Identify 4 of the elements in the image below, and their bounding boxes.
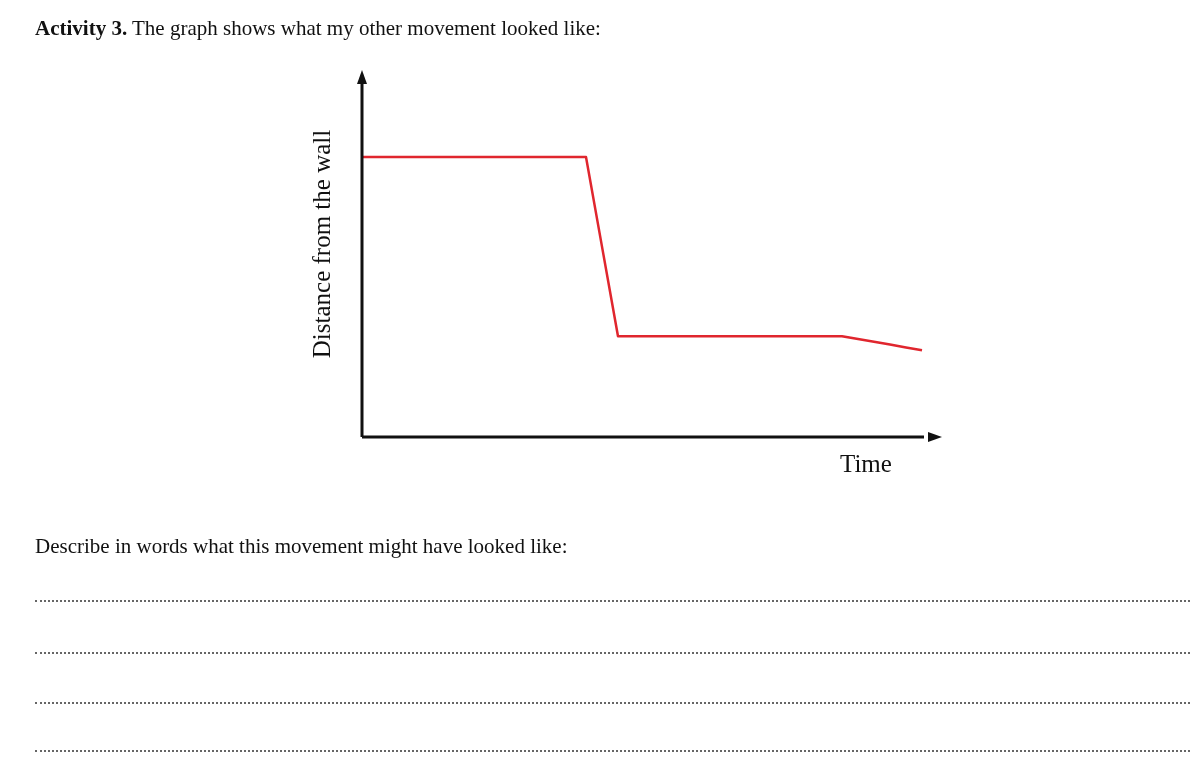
chart-title: Activity 3. The graph shows what my other movement looked like:: [35, 16, 601, 41]
y-axis-title: Distance from the wall: [308, 128, 336, 361]
text: Describe in words what this movement might have looked like:: [35, 534, 568, 559]
x-axis-title: Time: [840, 450, 892, 478]
